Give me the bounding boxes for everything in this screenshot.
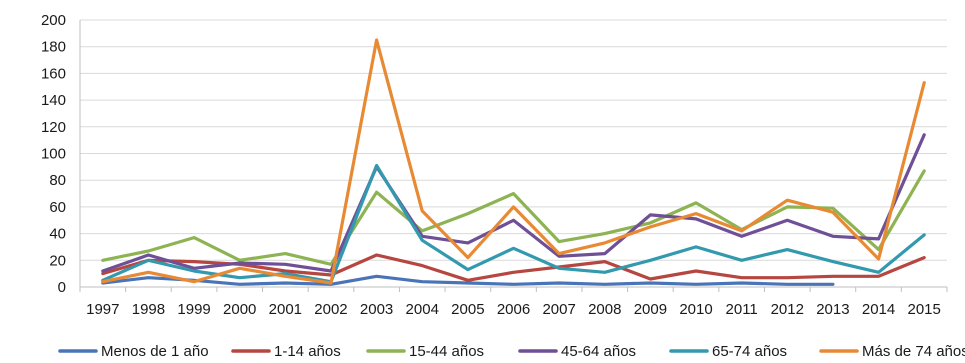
legend-label: Menos de 1 año xyxy=(101,343,209,360)
y-tick-label: 120 xyxy=(41,119,66,136)
legend-label: 1-14 años xyxy=(274,343,341,360)
series-line-3 xyxy=(101,169,926,266)
x-tick-labels: 1997 1998 1999 2000 2001 2002 2003 2004 2005 2006… xyxy=(86,301,941,318)
legend-label: 65-74 años xyxy=(712,343,787,360)
y-tick-label: 0 xyxy=(58,279,66,296)
axes xyxy=(79,20,948,292)
x-tick-label: 2008 xyxy=(588,301,621,318)
x-tick-label: 1998 xyxy=(132,301,165,318)
x-tick-label: 2005 xyxy=(451,301,484,318)
grid-lines xyxy=(80,19,947,261)
series-line-6 xyxy=(101,38,926,285)
x-tick-label: 2006 xyxy=(497,301,530,318)
x-tick-label: 2012 xyxy=(771,301,804,318)
y-tick-label: 80 xyxy=(49,172,66,189)
y-tick-label: 180 xyxy=(41,39,66,56)
x-tick-label: 2000 xyxy=(223,301,256,318)
y-tick-label: 60 xyxy=(49,199,66,216)
x-tick-label: 2007 xyxy=(542,301,575,318)
x-tick-label: 2014 xyxy=(862,301,895,318)
y-tick-label: 140 xyxy=(41,92,66,109)
x-tick-label: 2004 xyxy=(406,301,439,318)
x-tick-label: 2013 xyxy=(816,301,849,318)
x-tick-label: 2003 xyxy=(360,301,393,318)
y-tick-label: 200 xyxy=(41,12,66,29)
x-tick-label: 2010 xyxy=(679,301,712,318)
series-lines xyxy=(101,38,926,286)
series-line-4 xyxy=(101,133,926,273)
series-line-1 xyxy=(101,274,835,286)
x-tick-label: 2009 xyxy=(634,301,667,318)
legend-label: Más de 74 años xyxy=(862,343,965,360)
y-tick-label: 40 xyxy=(49,226,66,243)
x-tick-label: 2015 xyxy=(907,301,940,318)
y-tick-label: 100 xyxy=(41,146,66,163)
x-tick-label: 2011 xyxy=(726,301,758,318)
legend-label: 15-44 años xyxy=(409,343,484,360)
legend-label: 45-64 años xyxy=(561,343,636,360)
legend: Menos de 1 año 1-14 años 15-44 años 45-64 a… xyxy=(58,343,965,360)
y-tick-label: 20 xyxy=(49,252,66,269)
x-tick-label: 2001 xyxy=(269,301,302,318)
series-line-5 xyxy=(101,163,926,284)
x-tick-label: 1997 xyxy=(86,301,119,318)
x-tick-label: 2002 xyxy=(314,301,347,318)
x-tick-label: 1999 xyxy=(177,301,210,318)
y-tick-label: 160 xyxy=(41,65,66,82)
y-tick-labels: 0 20 40 60 80 100 120 140 160 180 200 xyxy=(41,12,66,296)
